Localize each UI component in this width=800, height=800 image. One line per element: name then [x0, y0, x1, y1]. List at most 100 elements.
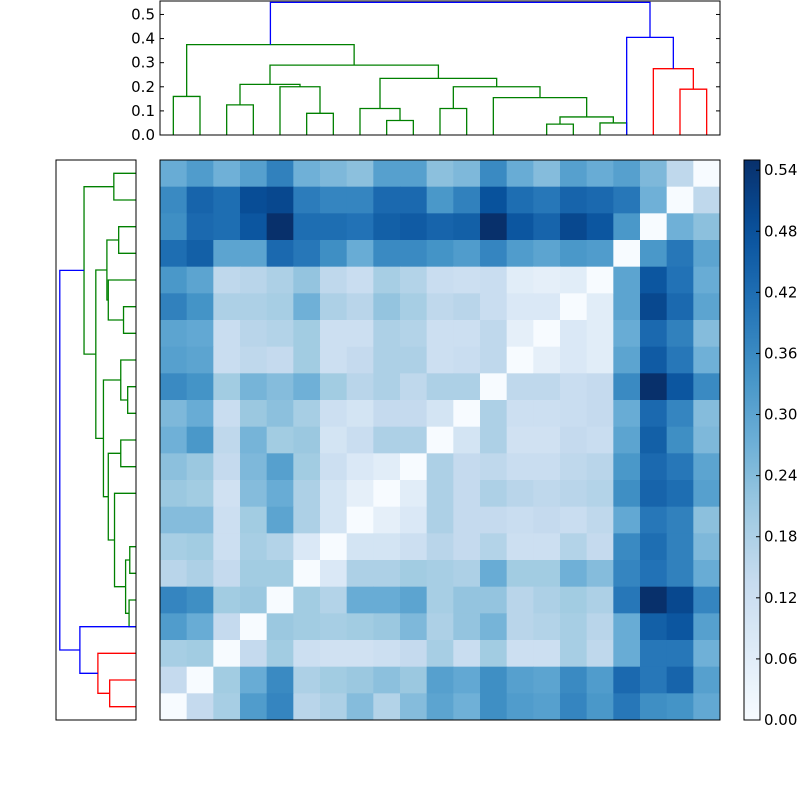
heatmap-cell: [240, 186, 268, 214]
heatmap-cell: [320, 400, 348, 428]
heatmap-cell: [186, 160, 214, 188]
heatmap-cell: [640, 293, 668, 321]
heatmap-cell: [453, 506, 481, 534]
heatmap-cell: [506, 613, 534, 641]
dendrogram-link: [95, 269, 107, 440]
heatmap-cell: [613, 560, 641, 588]
heatmap-cell: [400, 373, 428, 401]
heatmap-cell: [320, 640, 348, 668]
heatmap-cell: [346, 560, 374, 588]
heatmap-cell: [373, 346, 401, 374]
dendrogram-link: [127, 386, 136, 414]
heatmap-cell: [186, 506, 214, 534]
heatmap-cell: [160, 480, 188, 508]
heatmap-cell: [186, 560, 214, 588]
heatmap-cell: [213, 666, 241, 694]
heatmap-cell: [400, 186, 428, 214]
heatmap-cell: [560, 400, 588, 428]
heatmap-cell: [426, 293, 454, 321]
heatmap-cell: [293, 266, 321, 294]
heatmap-cell: [186, 426, 214, 454]
dendrogram-link: [599, 122, 628, 135]
heatmap-cell: [666, 293, 694, 321]
heatmap-cell: [453, 666, 481, 694]
heatmap-cell: [506, 160, 534, 188]
left-dendrogram-frame: [55, 159, 137, 721]
heatmap-cell: [160, 613, 188, 641]
heatmap-cell: [506, 293, 534, 321]
heatmap-cell: [240, 426, 268, 454]
dendrogram-link: [113, 172, 136, 201]
heatmap-cell: [453, 240, 481, 268]
heatmap-cell: [453, 613, 481, 641]
dendrogram-link: [679, 88, 708, 135]
heatmap-cell: [400, 506, 428, 534]
heatmap-cell: [320, 346, 348, 374]
heatmap-cell: [160, 453, 188, 481]
heatmap-cell: [640, 426, 668, 454]
heatmap-cell: [666, 586, 694, 614]
heatmap-cell: [613, 400, 641, 428]
heatmap-cell: [533, 640, 561, 668]
heatmap-cell: [400, 533, 428, 561]
heatmap-cell: [240, 613, 268, 641]
heatmap-cell: [453, 400, 481, 428]
heatmap-cell: [586, 533, 614, 561]
heatmap-cell: [453, 213, 481, 241]
dendrogram-link: [79, 626, 136, 674]
heatmap-cell: [613, 453, 641, 481]
heatmap-cell: [480, 453, 508, 481]
heatmap-cell: [586, 560, 614, 588]
dendrogram-link: [626, 36, 674, 135]
colorbar-tick-label: 0.54: [764, 161, 797, 179]
heatmap-cell: [240, 400, 268, 428]
heatmap-cell: [400, 293, 428, 321]
heatmap-cell: [426, 373, 454, 401]
heatmap-cell: [640, 640, 668, 668]
heatmap-cell: [666, 266, 694, 294]
heatmap-cell: [400, 213, 428, 241]
heatmap-cell: [613, 693, 641, 721]
heatmap-cell: [240, 240, 268, 268]
heatmap-cell: [266, 506, 294, 534]
heatmap-cell: [373, 506, 401, 534]
heatmap-cell: [320, 426, 348, 454]
heatmap-cells: [160, 160, 721, 721]
heatmap-cell: [213, 400, 241, 428]
heatmap-cell: [293, 240, 321, 268]
heatmap-cell: [213, 320, 241, 348]
heatmap-cell: [613, 666, 641, 694]
heatmap-cell: [640, 613, 668, 641]
heatmap-cell: [186, 640, 214, 668]
heatmap-cell: [480, 213, 508, 241]
dendrogram-link: [359, 107, 401, 135]
heatmap-cell: [186, 453, 214, 481]
heatmap-cell: [480, 480, 508, 508]
heatmap-cell: [213, 533, 241, 561]
heatmap-cell: [266, 186, 294, 214]
heatmap-cell: [373, 400, 401, 428]
heatmap-cell: [400, 453, 428, 481]
heatmap-cell: [586, 506, 614, 534]
heatmap-cell: [480, 693, 508, 721]
axes-frames: [159, 159, 721, 721]
heatmap-cell: [586, 693, 614, 721]
heatmap-cell: [320, 160, 348, 188]
heatmap-cell: [400, 560, 428, 588]
dendrogram-link: [120, 359, 136, 401]
dendrogram-link: [172, 95, 201, 135]
heatmap-cell: [346, 453, 374, 481]
heatmap-cell: [320, 373, 348, 401]
heatmap-cell: [693, 453, 721, 481]
heatmap-cell: [346, 666, 374, 694]
heatmap-cell: [640, 213, 668, 241]
heatmap-cell: [240, 373, 268, 401]
heatmap-cell: [533, 426, 561, 454]
heatmap-cell: [400, 586, 428, 614]
heatmap-cell: [533, 240, 561, 268]
heatmap-cell: [160, 693, 188, 721]
heatmap-cell: [373, 266, 401, 294]
heatmap-cell: [533, 213, 561, 241]
dendrogram-link: [226, 104, 254, 135]
